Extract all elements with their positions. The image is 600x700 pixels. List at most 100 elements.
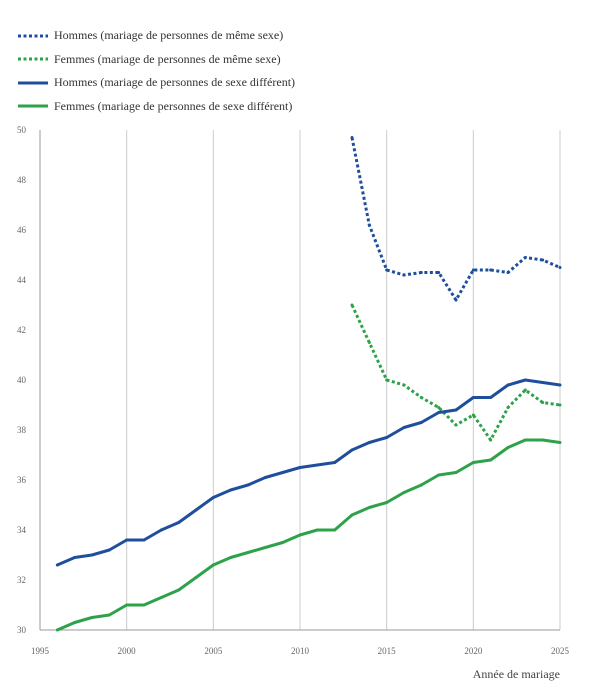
data-point [367,223,371,227]
x-tick-label: 2025 [551,646,570,656]
data-point [437,406,441,409]
data-point [350,448,354,452]
data-point [55,563,59,567]
data-point [471,413,475,417]
data-point [385,436,389,439]
data-point [246,551,250,554]
data-point [298,533,302,537]
legend-swatch-dotted-green [18,54,48,64]
data-point [523,256,527,259]
data-point [194,508,198,512]
data-point [541,258,545,262]
data-point [419,396,423,399]
data-point [419,271,423,274]
data-point [506,406,510,409]
data-point [558,266,562,269]
data-point [350,513,354,517]
data-point [506,383,510,387]
data-point [523,388,527,392]
data-point [263,546,267,549]
data-point [125,538,129,542]
data-point [523,438,527,442]
data-point [454,471,458,474]
data-point [437,411,441,414]
y-tick-label: 38 [17,425,27,435]
data-point [402,491,406,494]
legend: Hommes (mariage de personnes de même sex… [18,24,295,118]
data-point [437,271,441,274]
x-tick-label: 2020 [464,646,483,656]
data-point [90,616,94,619]
data-point [523,378,527,382]
y-tick-label: 34 [17,525,27,535]
data-point [298,466,302,469]
data-point [558,403,562,407]
data-point [385,501,389,504]
legend-swatch-solid-blue [18,78,48,88]
data-point [211,563,215,567]
x-tick-label: 2005 [204,646,223,656]
legend-item: Femmes (mariage de personnes de sexe dif… [18,95,295,119]
data-point [142,538,146,542]
legend-label: Hommes (mariage de personnes de sexe dif… [54,75,296,90]
legend-label: Femmes (mariage de personnes de même sex… [54,51,281,66]
data-point [367,341,371,344]
data-point [506,446,510,449]
data-point [558,383,562,387]
data-point [55,628,59,632]
data-point [489,438,493,442]
y-tick-label: 40 [17,375,27,385]
data-point [333,461,337,464]
data-point [142,603,146,607]
x-tick-label: 2000 [118,646,137,656]
data-point [419,483,423,487]
data-point [315,463,319,467]
data-point [437,473,441,477]
data-point [402,273,406,277]
y-tick-label: 44 [17,275,27,285]
data-point [73,556,77,559]
data-point [350,303,354,307]
data-point [159,528,163,532]
data-point [454,408,458,412]
y-tick-label: 36 [17,475,27,485]
data-point [471,396,475,399]
data-point [471,268,475,272]
data-point [107,613,111,617]
data-point [489,458,493,462]
data-point [489,396,493,399]
data-point [229,556,233,559]
legend-label: Hommes (mariage de personnes de même sex… [54,28,284,43]
data-point [125,603,129,607]
data-point [107,548,111,552]
data-point [229,488,233,492]
x-tick-label: 2010 [291,646,310,656]
data-point [489,268,493,272]
data-point [263,476,267,479]
x-axis-title: Année de mariage [473,667,560,681]
data-point [90,553,94,557]
data-point [194,576,198,579]
data-point [471,461,475,464]
data-point [281,541,285,544]
data-point [454,423,458,427]
data-point [350,136,354,139]
y-tick-label: 30 [17,625,27,635]
series-line-3 [56,438,561,632]
data-point [367,506,371,509]
data-point [333,528,337,532]
data-point [541,438,545,442]
data-point [246,483,250,487]
data-point [159,596,163,599]
legend-swatch-dotted-blue [18,31,48,41]
data-point [402,383,406,387]
series-line-0 [350,137,561,302]
data-point [281,471,285,474]
x-tick-label: 1995 [31,646,50,656]
data-point [541,401,545,404]
legend-label: Femmes (mariage de personnes de sexe dif… [54,98,293,113]
data-point [177,588,181,592]
data-point [211,496,215,499]
